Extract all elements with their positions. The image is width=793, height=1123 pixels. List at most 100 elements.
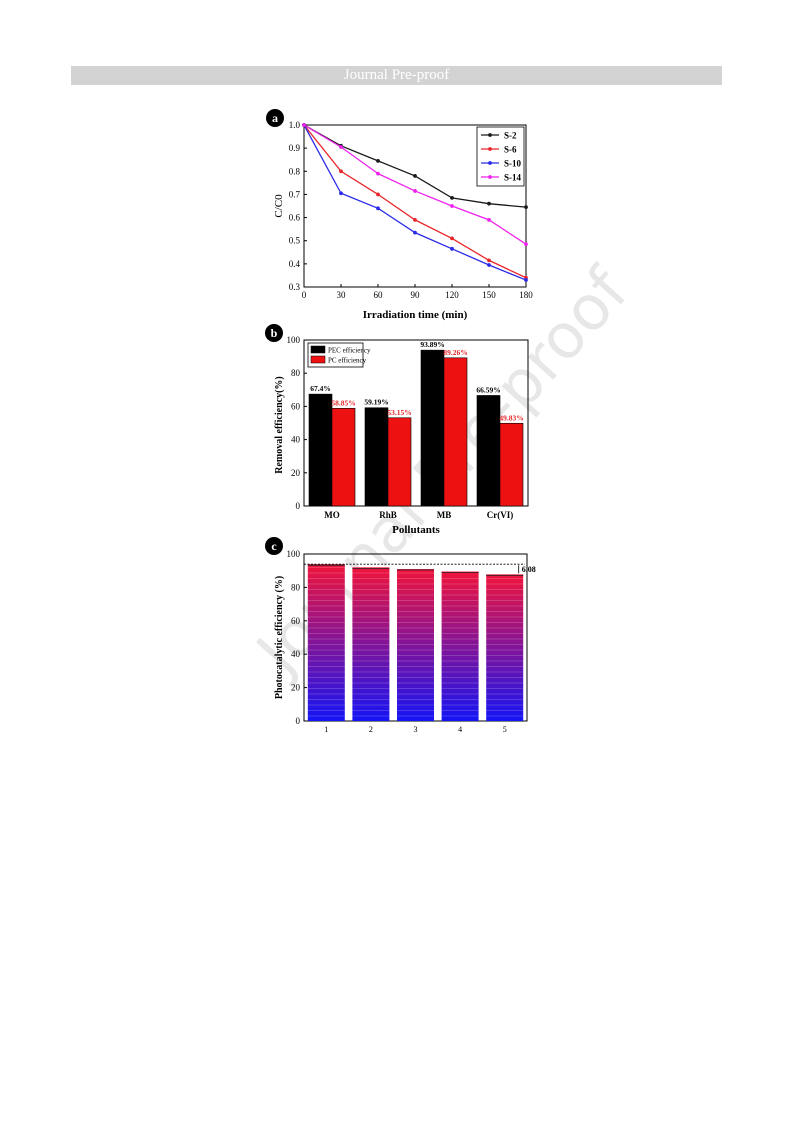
- bar-pc: [499, 422, 524, 507]
- x-category-label: 3: [414, 725, 418, 734]
- panel-label-badge: [265, 537, 283, 555]
- bar-cycle: [486, 574, 524, 721]
- legend-marker: [488, 147, 492, 151]
- data-point: [487, 258, 491, 263]
- data-point: [450, 196, 454, 200]
- data-point: [413, 174, 417, 178]
- y-tick-label: 0: [296, 501, 301, 511]
- data-point: [339, 145, 343, 149]
- data-point: [487, 201, 491, 206]
- data-point: [413, 230, 417, 235]
- panel-c-bar-chart: 0 20 40 60 80 100 1 2 3 4 5 6.08 Photocatalytic effi…: [265, 537, 536, 734]
- bar-pec: [364, 407, 389, 507]
- y-tick-label: 0.7: [289, 189, 301, 199]
- data-point: [302, 123, 306, 127]
- y-tick-label: 0.3: [289, 282, 301, 292]
- panel-label-badge: [266, 109, 284, 127]
- y-tick-label: 40: [291, 649, 301, 659]
- data-point: [413, 189, 417, 193]
- y-tick-label: 20: [291, 468, 301, 478]
- x-category-label: 1: [324, 725, 328, 734]
- legend-marker: [488, 133, 492, 137]
- y-tick-label: 0.8: [289, 166, 301, 176]
- bar-cycle: [441, 571, 479, 721]
- bar-cycle: [397, 569, 434, 721]
- x-tick-label: 120: [445, 290, 459, 300]
- y-tick-label: 1.0: [289, 120, 301, 130]
- journal-preproof-banner: Journal Pre-proof: [71, 66, 722, 85]
- legend-entry-label: S-6: [504, 145, 517, 155]
- y-tick-label: 100: [287, 549, 301, 559]
- data-point: [524, 278, 528, 282]
- data-point: [450, 246, 454, 251]
- bar-value-label: 66.59%: [476, 385, 500, 394]
- x-category-label: 2: [369, 725, 373, 734]
- plot-frame: [303, 339, 529, 507]
- x-category-label: MB: [437, 510, 452, 520]
- bar-pec: [308, 393, 333, 507]
- data-point: [487, 217, 491, 222]
- y-axis-title: Photocatalytic efficiency (%): [274, 576, 285, 699]
- data-point: [376, 158, 380, 163]
- x-tick-label: 180: [519, 290, 533, 300]
- y-tick-label: 0.9: [289, 143, 301, 153]
- data-point: [376, 192, 380, 197]
- panel-label-badge: [265, 324, 283, 342]
- x-tick-label: 0: [302, 290, 307, 300]
- drop-annotation: 6.08: [522, 565, 536, 574]
- y-tick-label: 40: [291, 435, 301, 445]
- bar-value-label: 93.89%: [420, 340, 444, 349]
- data-point: [376, 171, 380, 176]
- panel-a-line-chart: 0.3 0.4 0.5 0.6 0.7 0.8 0.9 1.0 0 30 60 90 120 150 180…: [266, 109, 533, 321]
- bar-pc: [331, 408, 356, 507]
- y-tick-label: 100: [287, 335, 301, 345]
- bar-value-label: 58.85%: [331, 398, 355, 407]
- legend-entry-label: S-14: [504, 173, 522, 183]
- bar-cycle: [352, 567, 390, 721]
- bar-pec: [420, 349, 445, 507]
- legend-box: [476, 126, 525, 187]
- x-tick-label: 150: [482, 290, 496, 300]
- legend-entry-label: S-10: [504, 159, 522, 169]
- x-axis-title: Irradiation time (min): [363, 309, 468, 321]
- x-category-label: RhB: [379, 510, 397, 520]
- bar-pc: [443, 357, 468, 507]
- x-tick-label: 60: [374, 290, 384, 300]
- y-tick-label: 0.4: [289, 259, 301, 269]
- data-point: [450, 236, 454, 241]
- legend-swatch: [310, 345, 326, 354]
- bar-pc: [387, 417, 412, 507]
- legend-swatch: [310, 355, 326, 364]
- y-tick-label: 20: [291, 683, 301, 693]
- x-category-label: MO: [324, 510, 340, 520]
- bar-value-label: 89.26%: [443, 348, 467, 357]
- y-tick-label: 0.5: [289, 236, 301, 246]
- panel-b-bar-chart: 0 20 40 60 80 100 67.4%58.85% MO 59.19%53.15% RhB…: [265, 324, 529, 536]
- data-point: [487, 263, 491, 267]
- data-point: [450, 204, 454, 208]
- y-tick-label: 0.6: [289, 213, 301, 223]
- panel-label-text: c: [271, 539, 277, 553]
- legend-entry-label: PC efficiency: [328, 357, 367, 365]
- legend-marker: [488, 161, 492, 165]
- data-point: [524, 205, 528, 210]
- data-point: [339, 191, 343, 196]
- data-point: [413, 217, 417, 222]
- y-axis-title: C/C0: [273, 194, 285, 218]
- legend-entry-label: S-2: [504, 131, 517, 141]
- bar-pec: [476, 395, 501, 507]
- bar-cycle: [307, 564, 345, 721]
- bar-value-label: 59.19%: [364, 398, 388, 407]
- panel-label-text: a: [272, 111, 278, 125]
- y-tick-label: 80: [291, 582, 301, 592]
- legend-entry-label: PEC efficiency: [328, 347, 371, 355]
- x-category-label: Cr(VI): [487, 510, 514, 520]
- y-tick-label: 60: [291, 616, 301, 626]
- bar-value-label: 67.4%: [310, 384, 331, 393]
- y-tick-label: 60: [291, 401, 301, 411]
- x-tick-label: 30: [337, 290, 347, 300]
- bar-value-label: 53.15%: [387, 408, 411, 417]
- x-category-label: 4: [458, 725, 462, 734]
- legend-marker: [488, 175, 492, 179]
- data-point: [524, 242, 528, 247]
